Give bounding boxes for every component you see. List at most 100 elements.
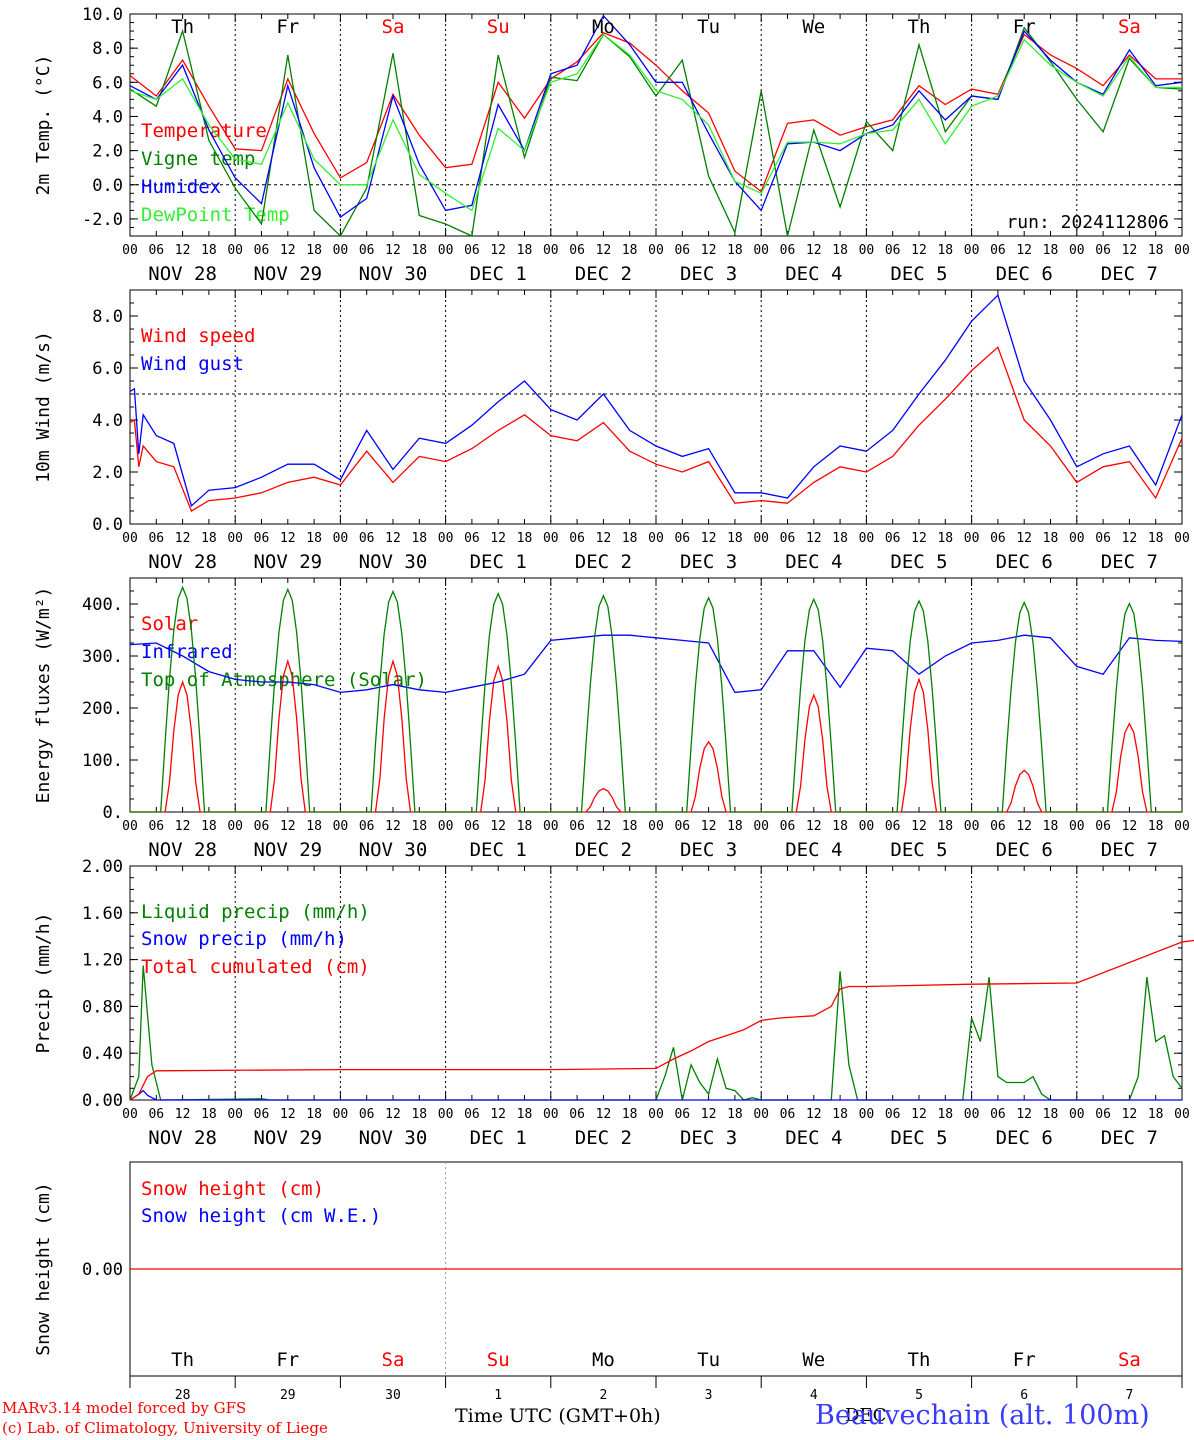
x-hour-label: 18 — [1148, 1107, 1164, 1122]
x-hour-label: 18 — [411, 819, 427, 834]
x-day-label: DEC 2 — [575, 263, 632, 285]
x-hour-label: 00 — [122, 819, 138, 834]
x-hour-label: 12 — [701, 243, 717, 258]
weekday-label-bottom: Fr — [1013, 1349, 1036, 1371]
x-hour-label: 06 — [885, 243, 901, 258]
y-tick-label: 0.80 — [82, 997, 123, 1017]
legend-entry: Humidex — [141, 176, 221, 198]
x-hour-label: 12 — [806, 819, 822, 834]
x-hour-label: 00 — [333, 243, 349, 258]
y-tick-label: 8.0 — [92, 39, 123, 59]
x-hour-label: 06 — [148, 819, 164, 834]
weekday-label-top: Th — [171, 16, 194, 38]
x-hour-label: 06 — [1095, 1107, 1111, 1122]
x-day-label: DEC 6 — [996, 1127, 1053, 1149]
x-hour-label: 12 — [596, 531, 612, 546]
legend-entry: Snow height (cm) — [141, 1178, 324, 1200]
x-hour-label: 18 — [411, 1107, 427, 1122]
y-tick-label: 6.0 — [92, 73, 123, 93]
x-hour-label: 00 — [227, 1107, 243, 1122]
x-hour-label: 18 — [727, 243, 743, 258]
x-hour-label: 00 — [438, 243, 454, 258]
legend-entry: Snow precip (mm/h) — [141, 928, 347, 950]
y-tick-label: 100. — [82, 751, 123, 771]
legend-entry: Temperature — [141, 120, 267, 142]
x-hour-label: 18 — [937, 1107, 953, 1122]
y-tick-label: 1.20 — [82, 951, 123, 971]
x-hour-label: 18 — [622, 1107, 638, 1122]
x-hour-label: 06 — [1095, 243, 1111, 258]
legend-entry: Snow height (cm W.E.) — [141, 1205, 381, 1227]
x-hour-label: 18 — [1043, 1107, 1059, 1122]
x-hour-label: 06 — [885, 819, 901, 834]
x-hour-label: 00 — [438, 819, 454, 834]
x-day-label: DEC 1 — [470, 551, 527, 573]
x-day-label: NOV 30 — [359, 1127, 428, 1149]
weekday-label-bottom: We — [802, 1349, 825, 1371]
weekday-label-top: Mo — [592, 16, 615, 38]
x-hour-label: 00 — [122, 243, 138, 258]
day-number-label: 1 — [494, 1388, 502, 1403]
x-day-label: DEC 5 — [890, 551, 947, 573]
x-hour-label: 06 — [990, 1107, 1006, 1122]
x-hour-label: 12 — [490, 819, 506, 834]
panel-1: -2.0 0.0 2.0 4.0 6.0 8.0 10.0 2m Temp. (°C) 00 06… — [33, 5, 1190, 285]
x-hour-label: 12 — [280, 243, 296, 258]
x-hour-label: 00 — [753, 1107, 769, 1122]
day-number-label: 4 — [810, 1388, 818, 1403]
station-name: Beauvechain (alt. 100m) — [815, 1400, 1150, 1431]
x-hour-label: 12 — [175, 243, 191, 258]
x-day-label: DEC 6 — [996, 263, 1053, 285]
x-hour-label: 18 — [1043, 243, 1059, 258]
x-hour-label: 18 — [1148, 243, 1164, 258]
x-day-label: DEC 5 — [890, 1127, 947, 1149]
weekday-label-bottom: Su — [487, 1349, 510, 1371]
x-hour-label: 06 — [254, 1107, 270, 1122]
x-hour-label: 00 — [964, 1107, 980, 1122]
x-hour-label: 00 — [227, 243, 243, 258]
x-hour-label: 06 — [359, 531, 375, 546]
y-tick-label: 0. — [103, 803, 123, 823]
x-hour-label: 12 — [806, 243, 822, 258]
x-hour-label: 06 — [569, 531, 585, 546]
x-hour-label: 06 — [990, 243, 1006, 258]
x-hour-label: 06 — [780, 531, 796, 546]
series-series-1 — [129, 346, 1183, 512]
x-hour-label: 00 — [438, 1107, 454, 1122]
x-hour-label: 00 — [964, 243, 980, 258]
x-day-label: NOV 28 — [148, 839, 217, 861]
x-hour-label: 12 — [911, 819, 927, 834]
x-hour-label: 12 — [701, 819, 717, 834]
x-day-label: NOV 29 — [253, 839, 322, 861]
y-tick-label: 2.0 — [92, 142, 123, 162]
x-hour-label: 00 — [543, 531, 559, 546]
weekday-label-top: Su — [487, 16, 510, 38]
x-hour-label: 18 — [622, 243, 638, 258]
y-tick-label: 2.0 — [92, 463, 123, 483]
x-hour-label: 00 — [122, 1107, 138, 1122]
x-hour-label: 00 — [333, 531, 349, 546]
x-hour-label: 00 — [1069, 243, 1085, 258]
y-tick-label: 0.40 — [82, 1044, 123, 1064]
x-hour-label: 06 — [148, 531, 164, 546]
x-hour-label: 06 — [359, 243, 375, 258]
x-day-label: NOV 29 — [253, 263, 322, 285]
x-hour-label: 18 — [727, 1107, 743, 1122]
x-hour-label: 18 — [306, 531, 322, 546]
x-day-label: DEC 1 — [470, 263, 527, 285]
y-tick-label: 10.0 — [82, 5, 123, 25]
x-day-label: DEC 6 — [996, 839, 1053, 861]
legend-entry: Wind gust — [141, 353, 244, 375]
y-tick-label: 200. — [82, 699, 123, 719]
x-hour-label: 00 — [859, 531, 875, 546]
x-hour-label: 12 — [596, 1107, 612, 1122]
x-hour-label: 00 — [1174, 243, 1190, 258]
x-hour-label: 18 — [517, 531, 533, 546]
x-hour-label: 00 — [1069, 1107, 1085, 1122]
panel-2: 0.0 2.0 4.0 6.0 8.0 10m Wind (m/s) 00 06 12 18 00 0… — [33, 289, 1190, 573]
weekday-label-top: Tu — [697, 16, 720, 38]
x-hour-label: 12 — [385, 243, 401, 258]
x-day-label: DEC 4 — [785, 551, 842, 573]
x-hour-label: 06 — [254, 243, 270, 258]
x-hour-label: 18 — [832, 243, 848, 258]
